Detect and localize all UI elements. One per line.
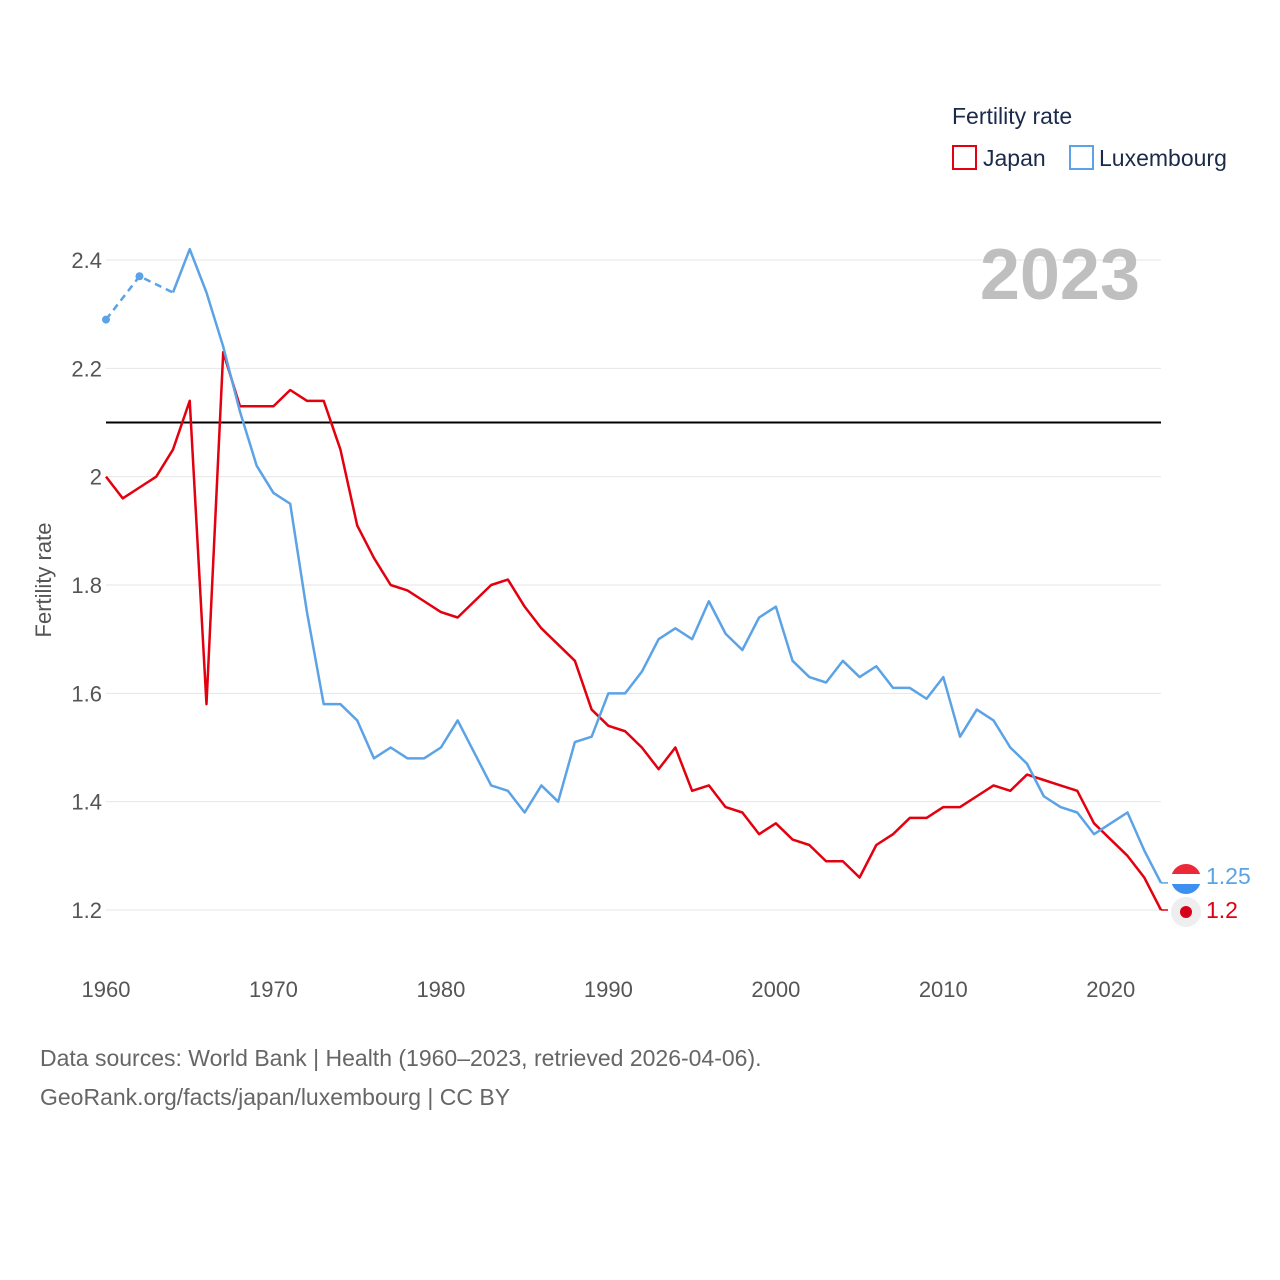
- end-label-luxembourg: 1.25: [1206, 863, 1251, 889]
- legend-label-japan[interactable]: Japan: [983, 145, 1046, 171]
- legend-title: Fertility rate: [952, 103, 1072, 129]
- legend-swatch-luxembourg[interactable]: [1069, 145, 1094, 170]
- data-point-luxembourg[interactable]: [135, 272, 144, 281]
- x-tick-label: 1960: [82, 977, 131, 1002]
- y-tick-label: 2.2: [71, 356, 102, 381]
- legend: Fertility rate Japan Luxembourg: [952, 103, 1227, 171]
- x-tick-label: 2010: [919, 977, 968, 1002]
- source-line: Data sources: World Bank | Health (1960–…: [40, 1045, 762, 1071]
- x-tick-label: 1990: [584, 977, 633, 1002]
- x-tick-label: 1970: [249, 977, 298, 1002]
- legend-label-luxembourg[interactable]: Luxembourg: [1099, 145, 1227, 171]
- series-line-luxembourg[interactable]: [171, 247, 1163, 884]
- data-point-luxembourg[interactable]: [102, 315, 110, 324]
- x-tick-label: 2020: [1086, 977, 1135, 1002]
- x-tick-label: 2000: [751, 977, 800, 1002]
- y-axis-label: Fertility rate: [31, 523, 56, 638]
- y-axis-ticks: 1.2 1.4 1.6 1.8 2 2.2 2.4: [71, 248, 102, 923]
- x-tick-label: 1980: [416, 977, 465, 1002]
- japan-flag-icon: [1171, 897, 1201, 927]
- series-line-japan[interactable]: [105, 350, 1163, 911]
- end-label-japan: 1.2: [1206, 897, 1238, 923]
- y-tick-label: 1.4: [71, 790, 102, 815]
- x-axis-ticks: 1960 1970 1980 1990 2000 2010 2020: [82, 977, 1136, 1002]
- y-tick-label: 1.8: [71, 573, 102, 598]
- y-tick-label: 2.4: [71, 248, 102, 273]
- series-group: [102, 247, 1168, 911]
- grid: [106, 259, 1161, 911]
- legend-swatch-japan[interactable]: [952, 145, 977, 170]
- y-tick-label: 1.2: [71, 898, 102, 923]
- source-url[interactable]: GeoRank.org/facts/japan/luxembourg | CC …: [40, 1084, 511, 1110]
- luxembourg-flag-icon: [1171, 864, 1201, 894]
- current-year-label: 2023: [980, 235, 1140, 315]
- series-line-luxembourg-interpolated: [105, 274, 174, 321]
- y-tick-label: 1.6: [71, 681, 102, 706]
- y-tick-label: 2: [90, 465, 102, 490]
